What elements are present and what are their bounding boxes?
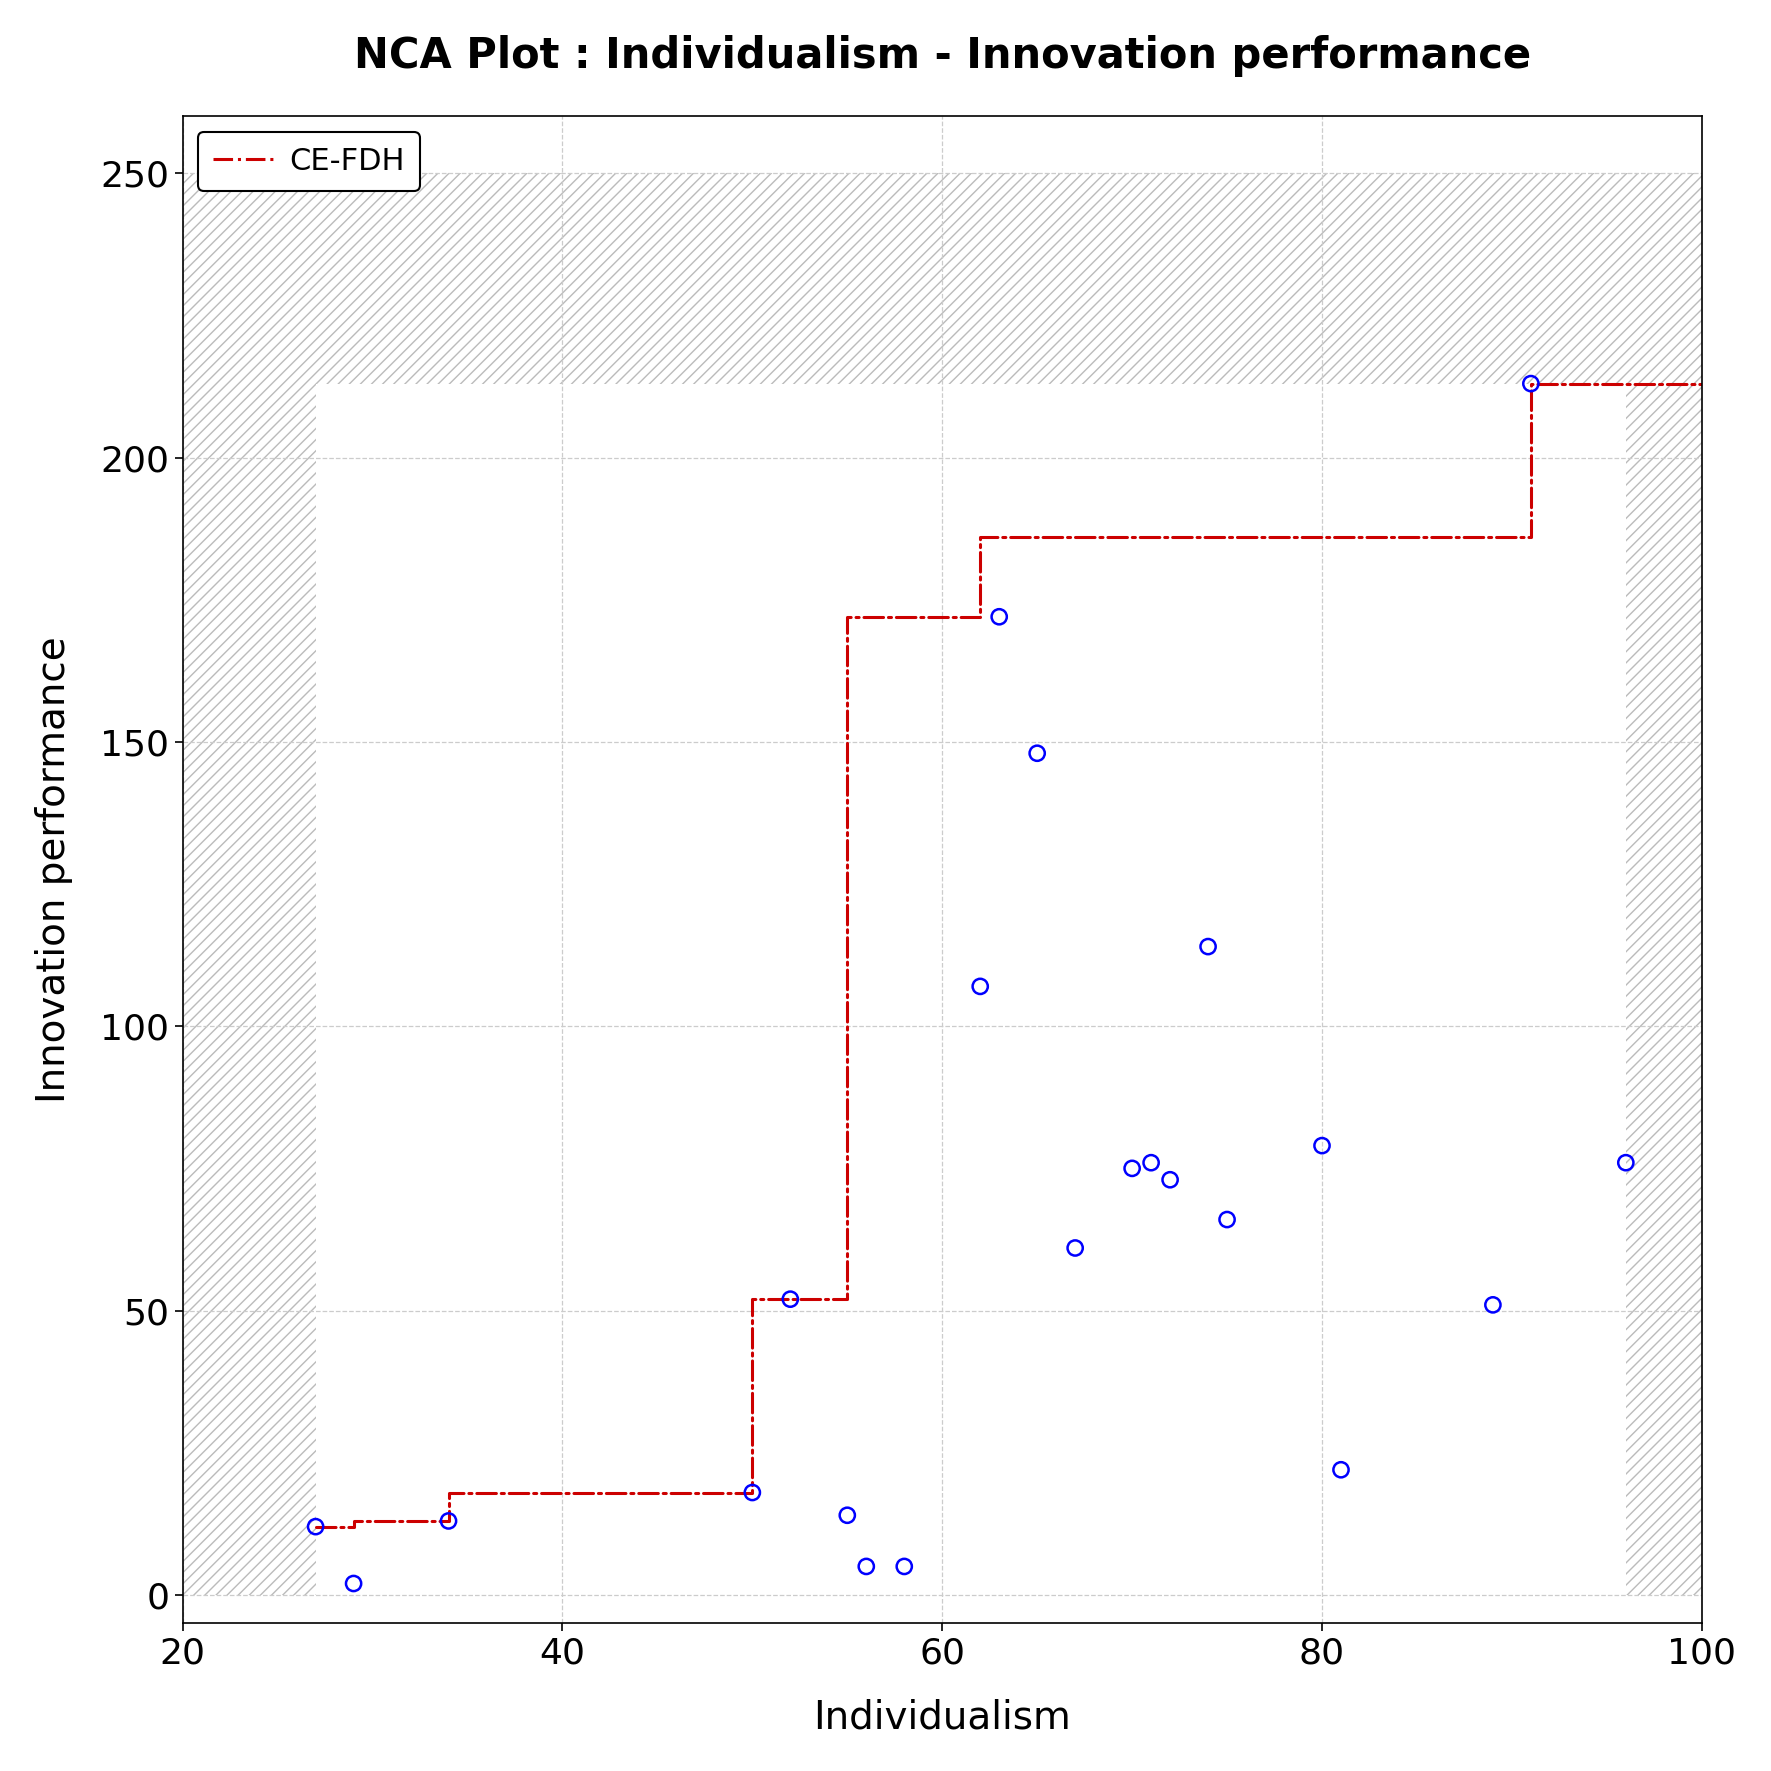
Point — [340, 1569, 368, 1597]
Point — [1307, 1132, 1335, 1160]
Point — [852, 1551, 880, 1580]
Bar — [182, 174, 315, 1596]
Point — [1024, 739, 1052, 767]
Point — [1194, 932, 1222, 960]
Point — [434, 1507, 462, 1535]
Point — [1479, 1291, 1507, 1319]
X-axis label: Individualism: Individualism — [813, 1698, 1071, 1736]
Point — [1061, 1234, 1089, 1263]
Point — [1516, 370, 1544, 398]
Bar — [1626, 174, 1702, 1596]
Point — [1156, 1165, 1185, 1194]
Point — [739, 1479, 767, 1507]
Point — [1326, 1456, 1355, 1484]
Point — [301, 1512, 329, 1541]
Y-axis label: Innovation performance: Innovation performance — [35, 636, 73, 1103]
Title: NCA Plot : Individualism - Innovation performance: NCA Plot : Individualism - Innovation pe… — [354, 35, 1530, 76]
Point — [832, 1502, 861, 1530]
Point — [965, 972, 994, 1001]
Point — [985, 602, 1013, 630]
Legend: CE-FDH: CE-FDH — [198, 131, 420, 191]
Point — [776, 1286, 804, 1314]
Point — [1118, 1155, 1146, 1183]
Point — [1137, 1149, 1165, 1178]
Bar — [315, 174, 1626, 384]
Point — [1612, 1149, 1640, 1178]
Point — [1213, 1206, 1241, 1234]
Point — [891, 1551, 919, 1580]
